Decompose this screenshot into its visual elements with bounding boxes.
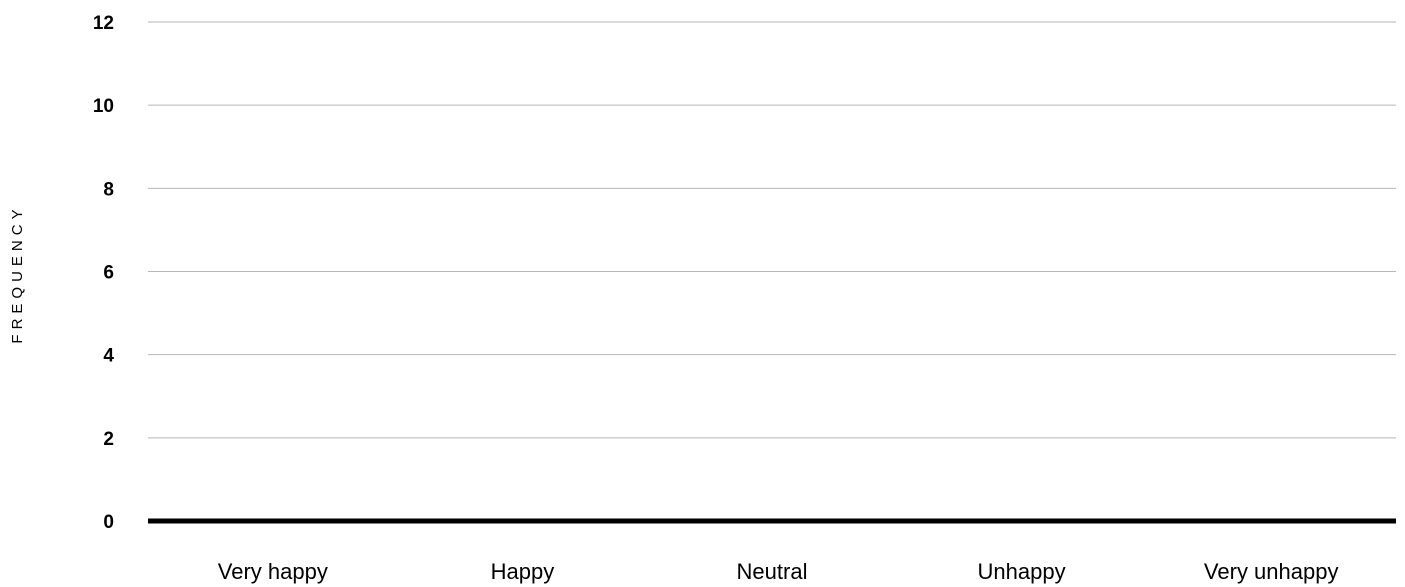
y-axis-ticks: 0 2 4 6 8 10 12 [93, 13, 115, 533]
y-tick-label: 6 [103, 263, 114, 284]
x-axis-ticks: Very happy Happy Neutral Unhappy Very unhapp… [218, 559, 1339, 584]
x-tick-label: Very happy [218, 559, 328, 584]
y-tick-label: 0 [103, 512, 114, 533]
gridlines [148, 21, 1396, 439]
x-tick-label: Neutral [737, 559, 808, 584]
y-tick-label: 4 [103, 346, 114, 367]
y-tick-label: 2 [103, 429, 114, 450]
y-tick-label: 12 [93, 13, 114, 34]
y-tick-label: 10 [93, 96, 114, 117]
x-tick-label: Very unhappy [1204, 559, 1339, 584]
y-tick-label: 8 [103, 179, 114, 200]
y-axis-label: FREQUENCY [9, 204, 26, 343]
x-tick-label: Happy [491, 559, 555, 584]
x-tick-label: Unhappy [978, 559, 1066, 584]
